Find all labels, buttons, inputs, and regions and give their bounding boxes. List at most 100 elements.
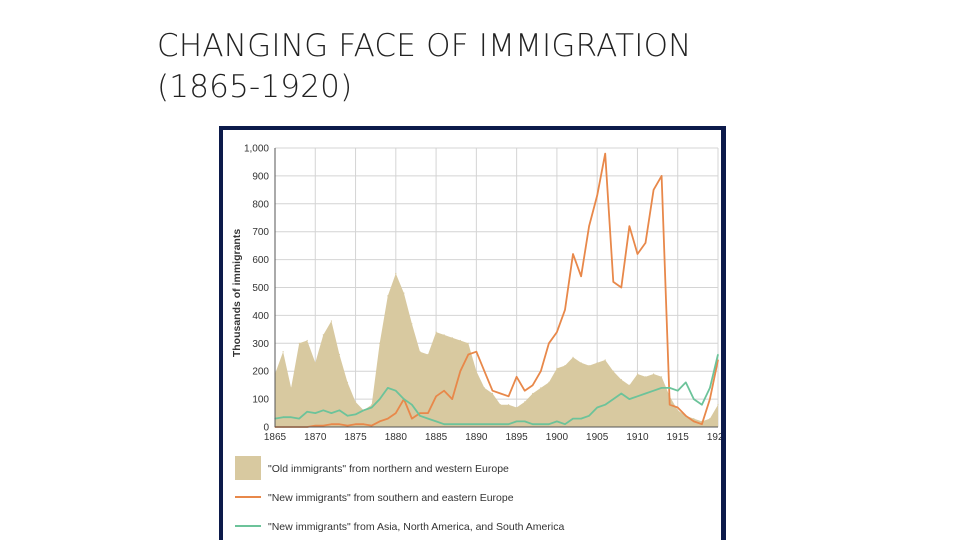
y-tick-label: 1,000: [244, 144, 269, 155]
data-point-new_other: [612, 398, 614, 400]
x-tick-label: 1895: [506, 432, 529, 443]
data-point-new_other: [330, 412, 332, 414]
data-point-old: [330, 320, 332, 322]
data-point-new_europe: [379, 420, 381, 422]
data-point-old: [419, 351, 421, 353]
data-point-new_europe: [532, 384, 534, 386]
data-point-new_europe: [508, 395, 510, 397]
data-point-old: [580, 362, 582, 364]
data-point-old: [620, 379, 622, 381]
legend-label-new_other: "New immigrants" from Asia, North Americ…: [268, 521, 564, 533]
data-point-new_europe: [604, 153, 606, 155]
data-point-new_other: [475, 423, 477, 425]
data-point-old: [532, 392, 534, 395]
axis-layer: 0 100 200 300 400 500 600 700 800 900 1,000 1865 187…: [244, 144, 730, 444]
data-point-new_europe: [467, 353, 469, 356]
x-tick-label: 1880: [385, 432, 408, 443]
data-point-new_europe: [387, 418, 389, 420]
data-point-new_europe: [628, 225, 630, 227]
legend-label-new_europe: "New immigrants" from southern and easte…: [268, 492, 514, 504]
y-tick-label: 600: [252, 255, 269, 266]
x-tick-label: 1870: [304, 432, 327, 443]
x-tick-label: 1885: [425, 432, 448, 443]
data-point-new_europe: [475, 351, 477, 353]
data-point-new_other: [588, 415, 590, 417]
data-point-old: [709, 418, 711, 420]
data-point-new_other: [363, 409, 365, 411]
data-point-new_other: [483, 423, 485, 425]
title-line-1: CHANGING FACE OF IMMIGRATION: [157, 28, 692, 64]
y-tick-label: 0: [263, 423, 269, 434]
data-point-old: [628, 384, 630, 386]
data-point-old: [435, 331, 437, 333]
slide-title: CHANGING FACE OF IMMIGRATION (1865-1920): [157, 26, 797, 108]
data-point-new_europe: [395, 412, 397, 414]
data-point-new_europe: [564, 309, 566, 311]
data-point-old: [548, 381, 550, 383]
data-point-old: [467, 342, 469, 344]
data-point-new_europe: [411, 418, 413, 420]
data-point-new_other: [596, 406, 598, 409]
data-point-old: [604, 359, 606, 361]
data-point-old: [612, 370, 614, 372]
data-point-new_europe: [354, 423, 357, 425]
data-point-old: [298, 342, 300, 344]
data-point-new_europe: [693, 420, 695, 422]
data-point-old: [451, 337, 453, 339]
data-point-old: [508, 404, 510, 406]
data-point-new_other: [354, 413, 357, 415]
data-point-new_europe: [661, 175, 663, 177]
data-point-old: [314, 362, 316, 364]
data-point-old: [338, 353, 340, 356]
data-point-new_other: [572, 418, 574, 420]
data-point-old: [371, 404, 373, 406]
data-point-new_other: [540, 423, 542, 425]
data-point-new_other: [677, 390, 679, 392]
data-point-new_europe: [669, 404, 671, 406]
data-point-new_europe: [701, 423, 703, 425]
data-point-old: [540, 387, 542, 389]
data-point-new_europe: [322, 425, 324, 427]
y-tick-label: 500: [252, 283, 269, 294]
series-line-new_europe: [275, 152, 719, 428]
data-point-new_other: [282, 416, 284, 418]
series-area-old: [275, 273, 718, 427]
data-point-new_europe: [685, 415, 687, 417]
data-point-new_other: [491, 423, 494, 425]
x-tick-label: 1900: [546, 432, 569, 443]
data-point-new_europe: [556, 331, 558, 333]
data-point-old: [596, 362, 598, 364]
data-point-old: [564, 365, 566, 367]
data-point-new_europe: [548, 342, 550, 344]
data-point-new_europe: [371, 425, 373, 427]
immigration-chart: 0 100 200 300 400 500 600 700 800 900 1,000 1865 187…: [231, 144, 730, 534]
x-tick-label: 1915: [667, 432, 690, 443]
data-point-new_europe: [363, 423, 365, 425]
data-point-old: [499, 404, 502, 406]
data-point-new_europe: [572, 253, 574, 255]
data-point-old: [346, 381, 349, 383]
data-point-new_europe: [427, 412, 429, 414]
data-point-new_europe: [443, 390, 445, 392]
x-tick-label: 1905: [586, 432, 609, 443]
data-point-new_other: [427, 418, 429, 420]
data-point-old: [387, 295, 389, 297]
data-point-new_europe: [620, 286, 622, 289]
data-point-old: [644, 376, 647, 378]
data-point-new_other: [467, 423, 469, 425]
chart-frame: 0 100 200 300 400 500 600 700 800 900 1,000 1865 187…: [219, 126, 730, 540]
data-point-new_other: [532, 423, 534, 425]
data-point-new_europe: [636, 253, 639, 255]
data-point-old: [403, 292, 405, 294]
x-tick-label: 1890: [465, 432, 488, 443]
y-tick-label: 900: [252, 171, 269, 182]
data-point-new_other: [693, 398, 695, 400]
data-point-new_other: [322, 409, 324, 411]
data-point-new_other: [669, 387, 671, 389]
line-layer: [274, 152, 719, 428]
data-point-new_other: [371, 406, 373, 409]
data-point-new_europe: [451, 398, 453, 400]
data-point-new_other: [459, 423, 461, 425]
x-tick-label: 1865: [264, 432, 287, 443]
x-tick-label: 1875: [344, 432, 367, 443]
